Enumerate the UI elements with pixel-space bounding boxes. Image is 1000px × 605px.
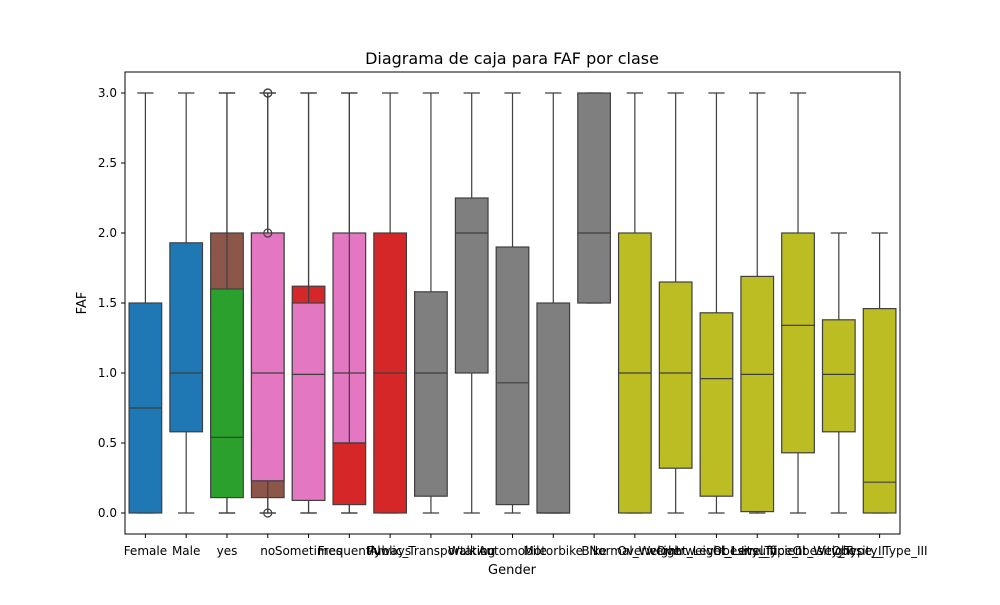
y-axis-label: FAF [75, 292, 90, 315]
box-group [373, 92, 408, 514]
box-group [414, 92, 448, 514]
x-tick-label: Overweight_Level_II [656, 544, 776, 558]
x-tick-label: Overweight_Level_I [617, 544, 734, 558]
chart-title: Diagrama de caja para FAF por clase [365, 49, 659, 68]
box-body [169, 242, 204, 433]
x-tick-label: Obesity_Type_II [793, 544, 885, 558]
box-body [291, 302, 326, 501]
box-group [699, 92, 734, 514]
x-tick-label: Insufficient_Weight [741, 544, 855, 558]
y-tick-label: 0.5 [98, 436, 117, 450]
box-group [495, 92, 530, 514]
x-tick-label: Normal_Weight [589, 544, 681, 558]
y-tick-label: 1.0 [98, 366, 117, 380]
y-tick-label: 1.5 [98, 296, 117, 310]
x-tick-label: Walking [448, 544, 495, 558]
box-body [536, 302, 571, 514]
box-body [454, 197, 489, 374]
y-tick-label: 2.0 [98, 226, 117, 240]
box-group [577, 92, 611, 304]
box-body [699, 312, 734, 497]
box-group [128, 92, 163, 514]
x-tick-label: no [260, 544, 275, 558]
box-group [332, 92, 367, 514]
box-body [862, 308, 897, 514]
x-tick-label: Automobile [478, 544, 547, 558]
box-group [169, 92, 204, 514]
x-tick-label: Public_Transportation [367, 544, 495, 558]
x-tick-label: yes [217, 544, 238, 558]
box-group [454, 92, 489, 514]
boxes-layer [128, 88, 897, 518]
x-tick-label: Female [124, 544, 167, 558]
box-body [781, 232, 815, 454]
y-tick-label: 3.0 [98, 86, 117, 100]
x-tick-label: Obesity_Type_III [832, 544, 928, 558]
box-group [536, 92, 571, 514]
x-tick-label: Male [172, 544, 200, 558]
outlier-point [263, 228, 273, 238]
x-tick-label: Frequently [318, 544, 381, 558]
box-group [821, 232, 856, 514]
box-group [862, 232, 897, 514]
x-tick-label: Obesity_Type_I [713, 544, 802, 558]
y-tick-label: 0.0 [98, 506, 117, 520]
x-tick-label: Sometimes [275, 544, 342, 558]
box-body [332, 442, 367, 506]
box-body [577, 92, 611, 304]
box-body [658, 281, 693, 469]
box-group [617, 92, 652, 514]
box-body [210, 288, 244, 499]
box-body [740, 275, 775, 513]
box-body [414, 291, 448, 497]
box-group [740, 92, 775, 514]
box-body [250, 232, 285, 482]
box-body [821, 319, 856, 433]
x-tick-label: Bike [581, 544, 606, 558]
y-tick-label: 2.5 [98, 156, 117, 170]
x-tick-label: Always [369, 544, 411, 558]
x-axis: Female Male yes no SometimesFrequentlyAlways… [124, 534, 928, 558]
box-body [495, 246, 530, 506]
box-group [210, 92, 244, 514]
box-group [658, 92, 693, 514]
box-group [291, 92, 326, 514]
box-group [781, 92, 815, 514]
x-tick-label: Motorbike [524, 544, 584, 558]
outlier-point [263, 88, 273, 98]
box-group [250, 88, 285, 518]
y-axis: 0.0 0.5 1.0 1.5 2.0 2.5 3.0 [98, 86, 125, 520]
outlier-point [263, 508, 273, 518]
x-axis-label: Gender [488, 563, 537, 578]
